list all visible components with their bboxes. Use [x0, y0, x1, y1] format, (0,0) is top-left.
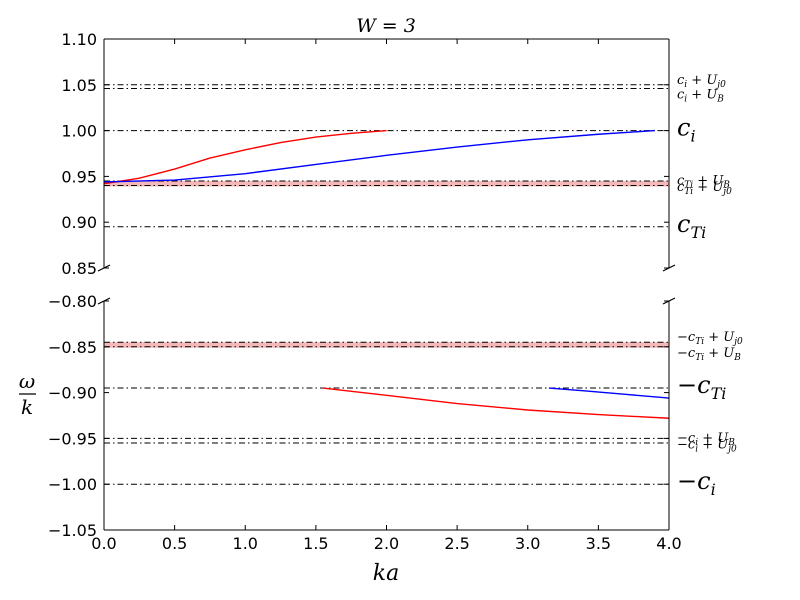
y-tick-label: −1.00 — [48, 475, 97, 494]
y-tick-label: 0.95 — [61, 167, 97, 186]
reference-line-label: −ci + UB — [677, 431, 735, 448]
y-tick-label: −0.80 — [48, 292, 97, 311]
series-line — [322, 387, 670, 419]
series-line — [103, 129, 387, 185]
x-tick-label: 1.0 — [233, 534, 258, 553]
reference-line-label: ci + Uj0 — [677, 73, 726, 90]
y-tick-label: −1.05 — [48, 521, 97, 540]
reference-line-label: −ci — [677, 467, 716, 499]
reference-line-label: −ci + Uj0 — [677, 437, 737, 454]
x-axis: 0.0 0.5 1.0 1.5 2.0 2.5 3.0 3.5 4.0 — [91, 39, 682, 553]
reference-line-label: cTi + Uj0 — [677, 180, 732, 197]
x-tick-label: 3.5 — [586, 534, 611, 553]
y-tick-label: −0.85 — [48, 338, 97, 357]
y-tick-label: 1.10 — [61, 30, 97, 49]
x-tick-label: 4.0 — [656, 534, 681, 553]
x-tick-label: 2.0 — [374, 534, 399, 553]
x-tick-label: 3.0 — [515, 534, 540, 553]
reference-line-label: cTi + UB — [677, 174, 730, 191]
highlight-band — [104, 342, 669, 348]
chart-title: W = 3 — [356, 15, 416, 37]
y-tick-label: −0.95 — [48, 429, 97, 448]
reference-line-label: cTi — [677, 210, 706, 242]
highlight-band — [104, 180, 669, 187]
y-tick-label: −0.90 — [48, 384, 97, 403]
lower-panel: −0.80 −0.85 −0.90 −0.95 −1.00 −1.05 −cTi + Uj0… — [48, 292, 743, 540]
x-tick-label: 2.5 — [444, 534, 469, 553]
x-tick-label: 1.5 — [303, 534, 328, 553]
series-line — [103, 129, 655, 183]
y-tick-label: 1.05 — [61, 76, 97, 95]
reference-line-label: −cTi — [677, 371, 726, 403]
series-line — [548, 387, 670, 399]
y-axis-label: ω k — [19, 369, 36, 419]
reference-line-label: −cTi + UB — [677, 346, 741, 363]
y-tick-label: 0.90 — [61, 213, 97, 232]
y-tick-label: 0.85 — [61, 259, 97, 278]
y-axis-label-numerator: ω — [19, 369, 35, 393]
y-axis-label-denominator: k — [21, 395, 33, 419]
x-tick-label: 0.5 — [162, 534, 187, 553]
reference-line-label: −cTi + Uj0 — [677, 330, 743, 347]
y-tick-label: 1.00 — [61, 122, 97, 141]
reference-line-label: ci — [677, 114, 696, 146]
x-tick-label: 0.0 — [91, 534, 116, 553]
x-axis-label: ka — [373, 561, 399, 586]
reference-line-label: ci + UB — [677, 87, 724, 104]
